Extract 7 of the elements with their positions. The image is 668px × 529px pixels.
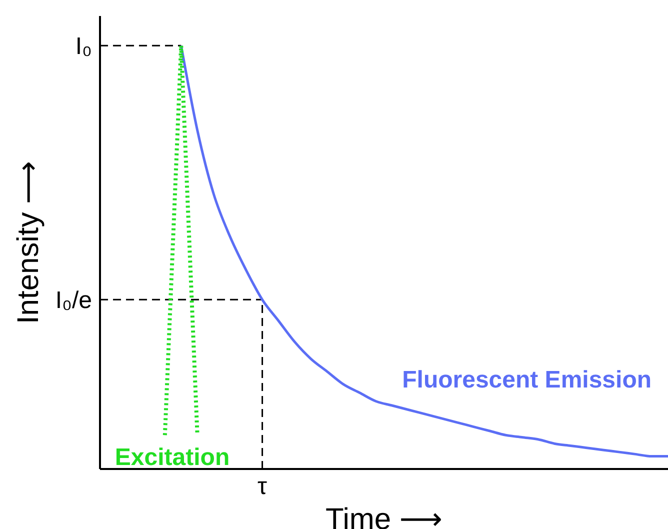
series-label: Excitation (114, 444, 230, 472)
ref-line-label: I₀ (75, 33, 92, 60)
y-axis-title: Intensity ⟶ (12, 160, 45, 324)
x-axis-title: Time ⟶ (326, 503, 442, 529)
ref-line-label: I₀/e (55, 287, 92, 314)
series-label: Fluorescent Emission (402, 366, 652, 394)
annotation: τ (258, 473, 268, 500)
